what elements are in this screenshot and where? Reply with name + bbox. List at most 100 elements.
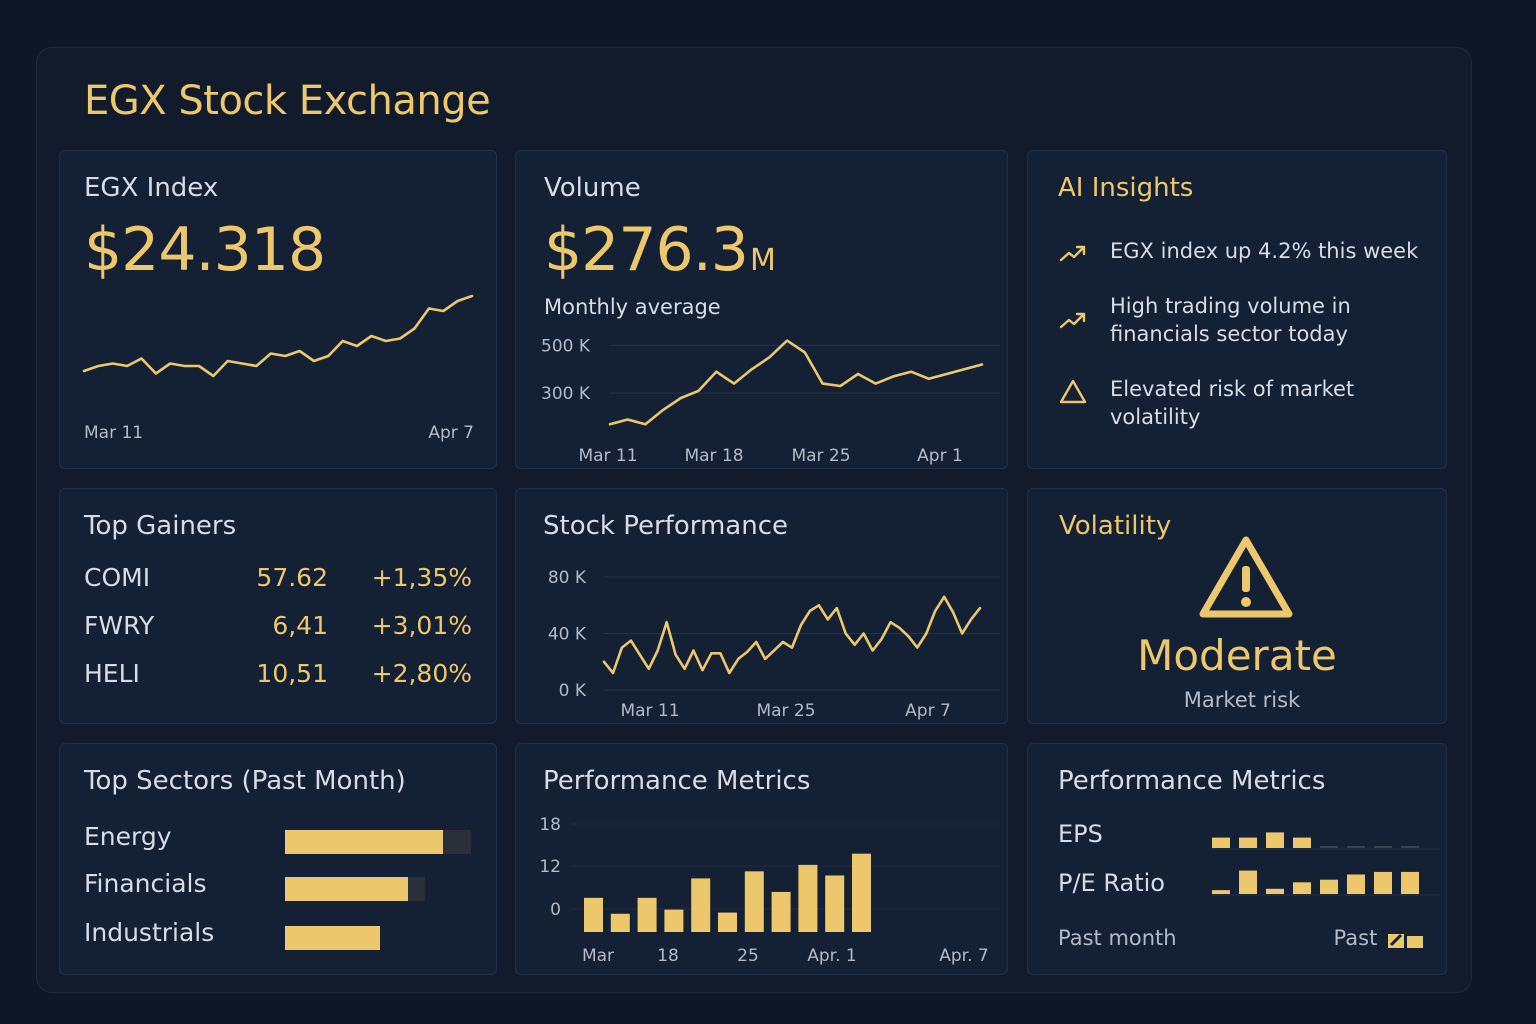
- sector-name: Financials: [84, 869, 207, 898]
- performance-metrics-summary-card: Performance Metrics EPS P/E Ratio Past m…: [1027, 743, 1447, 975]
- x-tick-label: Mar 18: [684, 446, 743, 466]
- y-tick-label: 0 K: [559, 681, 587, 701]
- card-title: EGX Index: [84, 173, 218, 203]
- sector-row[interactable]: Industrials: [84, 918, 474, 952]
- stock-performance-card[interactable]: Stock Performance 80 K 40 K 0 K Mar 11 Mar 2…: [515, 488, 1008, 724]
- card-title: Performance Metrics: [1058, 766, 1325, 796]
- gainer-row[interactable]: HELI 10,51 +2,80%: [84, 659, 474, 699]
- ai-insights-card: AI Insights EGX index up 4.2% this week …: [1027, 150, 1447, 469]
- bar: [798, 865, 817, 932]
- mini-bar: [1374, 846, 1392, 848]
- warning-icon: [1058, 377, 1088, 407]
- bar: [691, 878, 710, 932]
- insight-item[interactable]: High trading volume in financials sector…: [1058, 292, 1440, 348]
- y-tick-label: 500 K: [541, 336, 591, 356]
- sector-bar: [285, 877, 408, 901]
- card-title: Volume: [544, 173, 641, 203]
- x-label-start: Mar 11: [84, 423, 143, 443]
- x-tick-label: Mar 11: [620, 701, 679, 721]
- card-title: Stock Performance: [543, 511, 788, 541]
- pe-ratio-sparkbars: [1212, 866, 1442, 896]
- sector-bar-track: [285, 877, 425, 901]
- gainer-row[interactable]: COMI 57.62 +1,35%: [84, 563, 474, 603]
- x-tick-label: Apr 7: [905, 701, 951, 721]
- card-title: Volatility: [1059, 511, 1171, 541]
- volatility-card: Volatility Moderate Market risk: [1027, 488, 1447, 724]
- gainer-row[interactable]: FWRY 6,41 +3,01%: [84, 611, 474, 651]
- volatility-caption: Market risk: [1028, 688, 1447, 712]
- gainer-price: 57.62: [256, 563, 328, 592]
- volatility-level: Moderate: [1028, 631, 1446, 680]
- card-title: Top Sectors (Past Month): [84, 766, 406, 796]
- mini-bar: [1239, 838, 1257, 848]
- x-tick-label: Apr. 1: [807, 946, 856, 966]
- bar: [825, 875, 844, 932]
- eps-sparkbars: [1212, 820, 1442, 850]
- sector-row[interactable]: Financials: [84, 869, 474, 903]
- mini-bar: [1212, 838, 1230, 848]
- series-line: [604, 597, 980, 673]
- footer-right-text: Past: [1334, 926, 1378, 950]
- sector-row[interactable]: Energy: [84, 822, 474, 856]
- x-tick-label: Mar 25: [791, 446, 850, 466]
- mini-bar: [1347, 875, 1365, 895]
- egx-index-card[interactable]: EGX Index $24.318 Mar 11 Apr 7: [59, 150, 497, 469]
- y-tick-label: 40 K: [548, 625, 587, 645]
- performance-metrics-chart-card[interactable]: Performance Metrics 18 12 0 Mar 18 25 Apr. 1 Ap…: [515, 743, 1008, 975]
- gainer-change: +2,80%: [372, 659, 472, 688]
- bar: [664, 910, 683, 932]
- mini-bar: [1266, 889, 1284, 894]
- bar: [718, 913, 737, 932]
- bar: [852, 854, 871, 932]
- insight-item[interactable]: EGX index up 4.2% this week: [1058, 237, 1440, 269]
- volume-amount: $276.3: [544, 215, 748, 285]
- warning-icon: [1197, 534, 1295, 620]
- page-title: EGX Stock Exchange: [84, 78, 490, 124]
- footer-left-label: Past month: [1058, 926, 1177, 950]
- sector-bar-track: [285, 830, 471, 854]
- index-value: $24.318: [84, 215, 325, 285]
- volume-chart[interactable]: 500 K 300 K Mar 11 Mar 18 Mar 25 Apr 1: [516, 331, 1007, 461]
- sector-name: Industrials: [84, 918, 214, 947]
- mini-bar: [1266, 832, 1284, 848]
- gainer-change: +3,01%: [372, 611, 472, 640]
- x-tick-label: Apr 1: [917, 446, 963, 466]
- gainer-symbol: HELI: [84, 659, 140, 688]
- x-tick-label: Mar 11: [578, 446, 637, 466]
- gainer-price: 10,51: [256, 659, 328, 688]
- insight-text: Elevated risk of market volatility: [1110, 375, 1447, 431]
- insight-text: EGX index up 4.2% this week: [1110, 237, 1440, 265]
- y-tick-label: 80 K: [548, 568, 587, 588]
- mini-bar: [1293, 882, 1311, 894]
- card-title: Top Gainers: [84, 511, 236, 541]
- egx-index-chart[interactable]: [84, 296, 474, 396]
- gainer-symbol: FWRY: [84, 611, 154, 640]
- gainer-symbol: COMI: [84, 563, 150, 592]
- mini-chart-icon: [1388, 930, 1424, 948]
- volume-card[interactable]: Volume $276.3M Monthly average 500 K 300 …: [515, 150, 1008, 469]
- mini-bar: [1401, 846, 1419, 848]
- performance-metrics-chart[interactable]: 18 12 0 Mar 18 25 Apr. 1 Apr. 7: [516, 810, 1007, 974]
- card-title: AI Insights: [1058, 173, 1193, 203]
- bar: [611, 914, 630, 932]
- insight-item[interactable]: Elevated risk of market volatility: [1058, 375, 1447, 431]
- sector-bar: [285, 926, 380, 950]
- series-line: [610, 341, 982, 425]
- volume-subtitle: Monthly average: [544, 295, 721, 319]
- stock-performance-chart[interactable]: 80 K 40 K 0 K Mar 11 Mar 25 Apr 7: [516, 559, 1007, 723]
- card-title: Performance Metrics: [543, 766, 810, 796]
- sector-name: Energy: [84, 822, 172, 851]
- bar: [745, 871, 764, 932]
- bar: [638, 898, 657, 932]
- y-tick-label: 0: [550, 900, 561, 920]
- mini-bar: [1293, 838, 1311, 848]
- top-gainers-card: Top Gainers COMI 57.62 +1,35% FWRY 6,41 …: [59, 488, 497, 724]
- mini-bar: [1401, 872, 1419, 894]
- y-tick-label: 12: [539, 857, 561, 877]
- x-tick-label: 18: [657, 946, 679, 966]
- mini-bar: [1320, 880, 1338, 894]
- gainer-change: +1,35%: [372, 563, 472, 592]
- bar: [772, 892, 791, 932]
- volume-value: $276.3M: [544, 215, 775, 285]
- volume-unit: M: [750, 243, 775, 278]
